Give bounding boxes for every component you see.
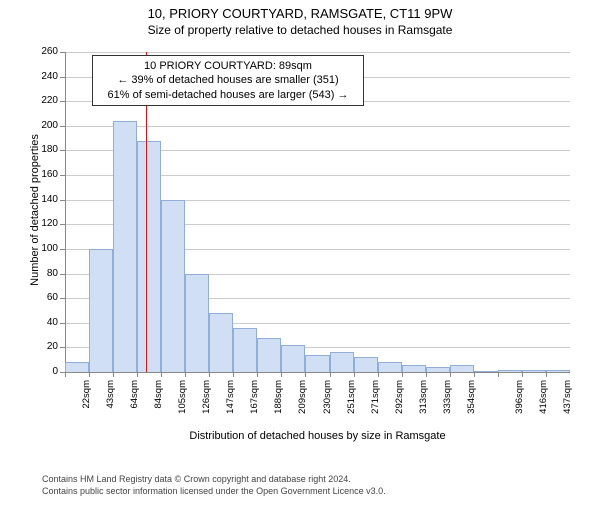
x-tick-mark [546,372,547,377]
x-tick-mark [89,372,90,377]
x-tick-mark [354,372,355,377]
histogram-bar [257,338,281,372]
histogram-bar [378,362,402,372]
grid-line [65,126,570,127]
histogram-bar [89,249,113,372]
histogram-bar [305,355,329,372]
annotation-box: 10 PRIORY COURTYARD: 89sqm ← 39% of deta… [92,55,364,106]
histogram-bar [546,370,570,372]
annotation-line-3: 61% of semi-detached houses are larger (… [99,88,357,102]
y-axis-line [65,52,66,372]
x-tick-mark [305,372,306,377]
annotation-line-1: 10 PRIORY COURTYARD: 89sqm [99,59,357,73]
y-tick-label: 40 [28,317,58,328]
histogram-bar [281,345,305,372]
histogram-bar [330,352,354,372]
histogram-bar [113,121,137,372]
page-subtitle: Size of property relative to detached ho… [0,23,600,37]
x-tick-mark [426,372,427,377]
x-tick-mark [498,372,499,377]
footer-attribution: Contains HM Land Registry data © Crown c… [42,474,386,497]
x-tick-mark [209,372,210,377]
y-tick-label: 220 [28,95,58,106]
x-tick-mark [137,372,138,377]
histogram-bar [209,313,233,372]
x-tick-mark [65,372,66,377]
x-tick-mark [450,372,451,377]
footer-line-1: Contains HM Land Registry data © Crown c… [42,474,386,486]
histogram-bar [474,371,498,372]
x-tick-mark [233,372,234,377]
x-axis-title: Distribution of detached houses by size … [65,430,570,442]
histogram-bar [498,370,522,372]
y-tick-label: 260 [28,46,58,57]
x-tick-mark [281,372,282,377]
histogram-bar [426,367,450,372]
x-tick-mark [330,372,331,377]
y-axis-title: Number of detached properties [29,110,41,310]
x-tick-mark [185,372,186,377]
x-tick-mark [522,372,523,377]
x-tick-mark [113,372,114,377]
histogram-bar [233,328,257,372]
histogram-bar [522,370,546,372]
histogram-bar [185,274,209,372]
x-tick-mark [378,372,379,377]
y-tick-label: 0 [28,366,58,377]
histogram-bar [137,141,161,372]
x-tick-mark [161,372,162,377]
annotation-line-2: ← 39% of detached houses are smaller (35… [99,73,357,87]
grid-line [65,52,570,53]
page-title: 10, PRIORY COURTYARD, RAMSGATE, CT11 9PW [0,6,600,21]
histogram-bar [161,200,185,372]
footer-line-2: Contains public sector information licen… [42,486,386,498]
histogram-bar [450,365,474,372]
x-tick-mark [402,372,403,377]
x-tick-mark [474,372,475,377]
x-axis-line [65,372,570,373]
x-tick-mark [257,372,258,377]
histogram-bar [354,357,378,372]
y-tick-label: 240 [28,71,58,82]
histogram-bar [402,365,426,372]
y-tick-label: 20 [28,341,58,352]
histogram-bar [65,362,89,372]
